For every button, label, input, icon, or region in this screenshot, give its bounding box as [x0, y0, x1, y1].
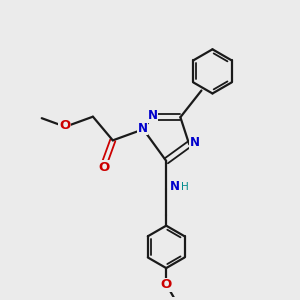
Text: O: O [59, 119, 70, 132]
Text: N: N [169, 180, 179, 193]
Text: N: N [190, 136, 200, 149]
Text: O: O [160, 278, 172, 291]
Text: N: N [138, 122, 148, 135]
Text: N: N [148, 109, 158, 122]
Text: O: O [98, 161, 110, 174]
Text: H: H [181, 182, 188, 191]
